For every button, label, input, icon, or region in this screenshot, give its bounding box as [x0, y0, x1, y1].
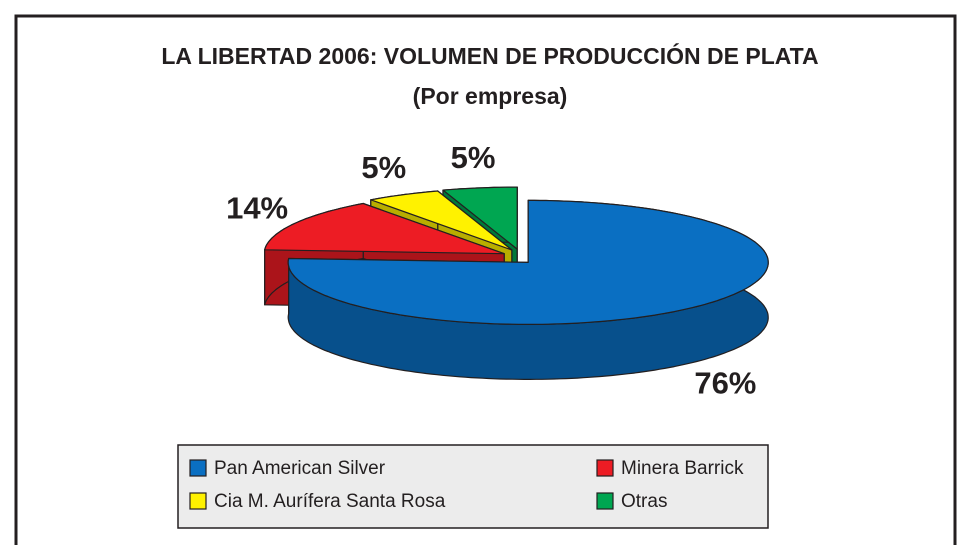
legend-swatch	[596, 492, 614, 510]
frame	[14, 14, 957, 545]
legend-label: Otras	[621, 491, 667, 512]
legend-swatch	[189, 492, 207, 510]
slice	[442, 186, 518, 250]
value-label: 5%	[361, 150, 406, 185]
chart-title: LA LIBERTAD 2006: VOLUMEN DE PRODUCCIÓN …	[161, 43, 819, 109]
legend-swatch	[189, 459, 207, 477]
value-label: 76%	[694, 366, 756, 401]
slice	[287, 199, 769, 325]
legend-swatch	[596, 459, 614, 477]
legend-label: Minera Barrick	[621, 458, 744, 479]
legend-box	[177, 444, 769, 529]
value-label: 14%	[226, 190, 288, 225]
value-label: 5%	[451, 140, 496, 175]
slice	[370, 190, 513, 251]
slice	[264, 202, 505, 255]
legend-label: Cia M. Aurífera Santa Rosa	[214, 491, 446, 512]
legend-label: Pan American Silver	[214, 458, 386, 479]
